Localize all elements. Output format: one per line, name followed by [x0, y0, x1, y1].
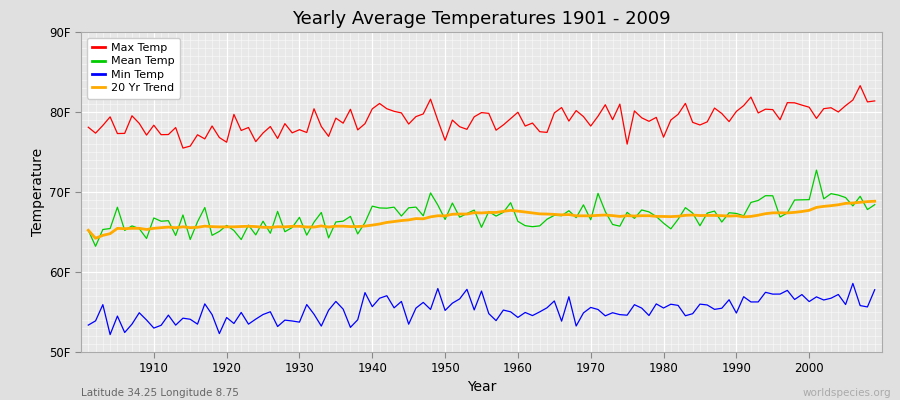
- X-axis label: Year: Year: [467, 380, 496, 394]
- Legend: Max Temp, Mean Temp, Min Temp, 20 Yr Trend: Max Temp, Mean Temp, Min Temp, 20 Yr Tre…: [86, 38, 180, 99]
- Title: Yearly Average Temperatures 1901 - 2009: Yearly Average Temperatures 1901 - 2009: [292, 10, 670, 28]
- Text: worldspecies.org: worldspecies.org: [803, 388, 891, 398]
- Text: Latitude 34.25 Longitude 8.75: Latitude 34.25 Longitude 8.75: [81, 388, 239, 398]
- Y-axis label: Temperature: Temperature: [31, 148, 45, 236]
